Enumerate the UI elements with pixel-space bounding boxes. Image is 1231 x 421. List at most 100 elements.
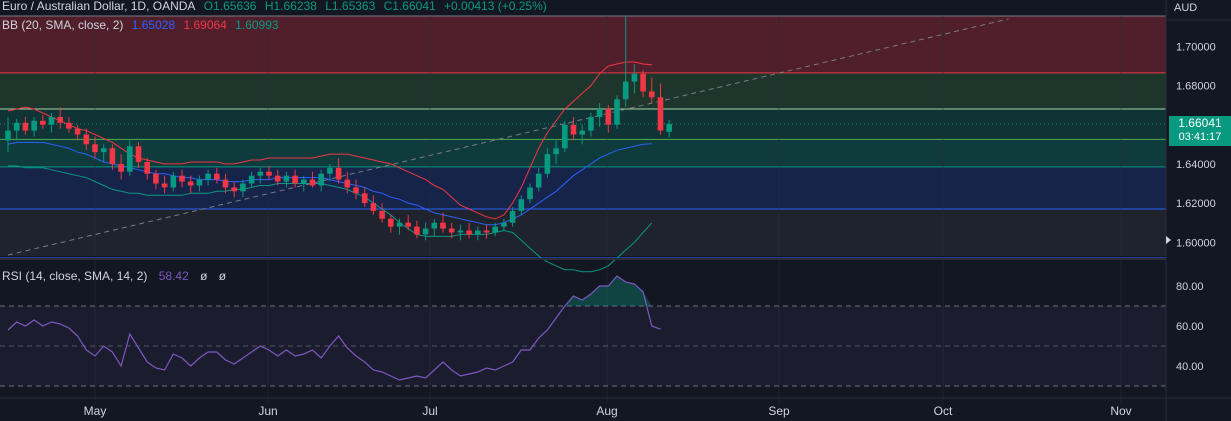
time-tick-jun: Jun (258, 404, 277, 418)
candle-body-35 (309, 179, 316, 186)
candle-body-6 (57, 116, 63, 123)
candle-body-76 (666, 123, 672, 132)
low-value: L1.65363 (325, 0, 376, 13)
candle-body-53 (466, 230, 472, 235)
zone-1 (0, 72, 1166, 110)
candle-body-67 (588, 116, 594, 131)
candle-body-1 (13, 122, 20, 131)
candle-body-31 (274, 175, 281, 182)
candle-body-17 (153, 173, 159, 184)
candle-body-62 (544, 154, 551, 174)
bb-label[interactable]: BB (20, SMA, close, 2) (2, 18, 124, 32)
zone-5 (0, 208, 1166, 256)
candle-body-43 (379, 210, 385, 219)
rsi-tick-0: 80.00 (1176, 281, 1204, 293)
candle-body-33 (292, 175, 298, 184)
candle-body-24 (214, 173, 220, 180)
candle-body-50 (440, 222, 446, 229)
candle-body-18 (161, 183, 168, 188)
rsi-extra-1: ø (200, 269, 208, 283)
candle-body-21 (187, 181, 194, 186)
current-price-badge: 1.66041 03:41:17 (1169, 116, 1231, 146)
rsi-line (7, 275, 661, 381)
candle-body-66 (579, 130, 585, 135)
trend-line (7, 18, 1009, 256)
high-value: H1.66238 (264, 0, 317, 13)
rsi-value: 58.42 (158, 269, 189, 283)
candle-body-54 (475, 230, 481, 235)
price-axis-background (1166, 0, 1231, 421)
rsi-band-background (0, 306, 1166, 386)
open-value: O1.65636 (203, 0, 257, 13)
candle-body-46 (405, 222, 411, 227)
candle-body-28 (248, 175, 255, 184)
candle-body-75 (657, 97, 664, 131)
candle-body-63 (553, 148, 559, 155)
rsi-tick-2: 40.00 (1176, 361, 1204, 373)
candle-body-60 (527, 187, 533, 200)
candle-body-47 (414, 226, 420, 235)
time-tick-aug: Aug (596, 404, 617, 418)
candle-body-34 (301, 179, 307, 184)
candle-body-56 (492, 226, 498, 233)
candle-body-16 (144, 161, 150, 174)
candle-body-49 (431, 222, 438, 229)
time-tick-oct: Oct (934, 404, 953, 418)
symbol-title[interactable]: Euro / Australian Dollar, 1D, OANDA (2, 0, 196, 13)
rsi-label[interactable]: RSI (14, close, SMA, 14, 2) (2, 269, 148, 283)
zone-2 (0, 109, 1166, 140)
candle-body-20 (179, 175, 185, 182)
currency-label[interactable]: AUD (1174, 2, 1198, 14)
candle-body-55 (483, 230, 490, 233)
candle-body-74 (649, 91, 655, 98)
candle-body-11 (100, 148, 107, 153)
candle-body-7 (66, 122, 72, 129)
candle-body-73 (640, 73, 646, 92)
candle-body-51 (448, 228, 455, 233)
zone-3 (0, 139, 1166, 167)
candle-body-64 (562, 124, 568, 149)
candle-body-3 (31, 120, 37, 131)
close-value: C1.66041 (383, 0, 436, 13)
candle-body-65 (570, 124, 577, 135)
candle-body-59 (518, 199, 525, 211)
time-tick-nov: Nov (1110, 404, 1131, 418)
candle-body-10 (92, 144, 98, 153)
candle-body-41 (361, 193, 368, 204)
candle-body-27 (240, 183, 246, 192)
bb-legend: BB (20, SMA, close, 2) 1.65028 1.69064 1… (2, 18, 284, 32)
rsi-tick-1: 60.00 (1176, 321, 1204, 333)
candle-body-2 (22, 122, 29, 131)
candle-body-8 (74, 128, 81, 135)
time-tick-jul: Jul (422, 404, 437, 418)
candle-body-5 (48, 116, 55, 125)
candle-body-57 (501, 222, 507, 227)
candle-body-68 (596, 109, 603, 117)
candle-body-45 (396, 222, 403, 227)
bb-upper-line (7, 61, 652, 220)
candle-body-9 (83, 134, 90, 145)
candle-body-0 (5, 130, 11, 141)
candle-body-13 (118, 163, 124, 172)
candle-body-36 (318, 173, 324, 186)
candle-body-71 (622, 81, 629, 100)
candle-body-22 (196, 179, 203, 186)
time-tick-may: May (84, 404, 107, 418)
candle-body-58 (509, 210, 516, 223)
candle-body-4 (40, 120, 46, 125)
time-tick-sep: Sep (768, 404, 790, 418)
zone-0 (0, 16, 1166, 73)
bb-basis-value: 1.65028 (131, 18, 176, 32)
candle-body-38 (335, 167, 342, 180)
candle-body-19 (170, 175, 177, 188)
candle-body-61 (535, 173, 542, 188)
change-value: +0.00413 (+0.25%) (444, 0, 547, 13)
candle-body-12 (109, 148, 116, 164)
price-tick-5: 1.60000 (1176, 237, 1216, 249)
candle-body-14 (127, 146, 133, 172)
symbol-legend: Euro / Australian Dollar, 1D, OANDA O1.6… (2, 0, 552, 13)
candle-body-70 (614, 99, 620, 125)
bb-lower-value: 1.60993 (235, 18, 279, 32)
rsi-overbought-fill-0 (564, 276, 652, 306)
